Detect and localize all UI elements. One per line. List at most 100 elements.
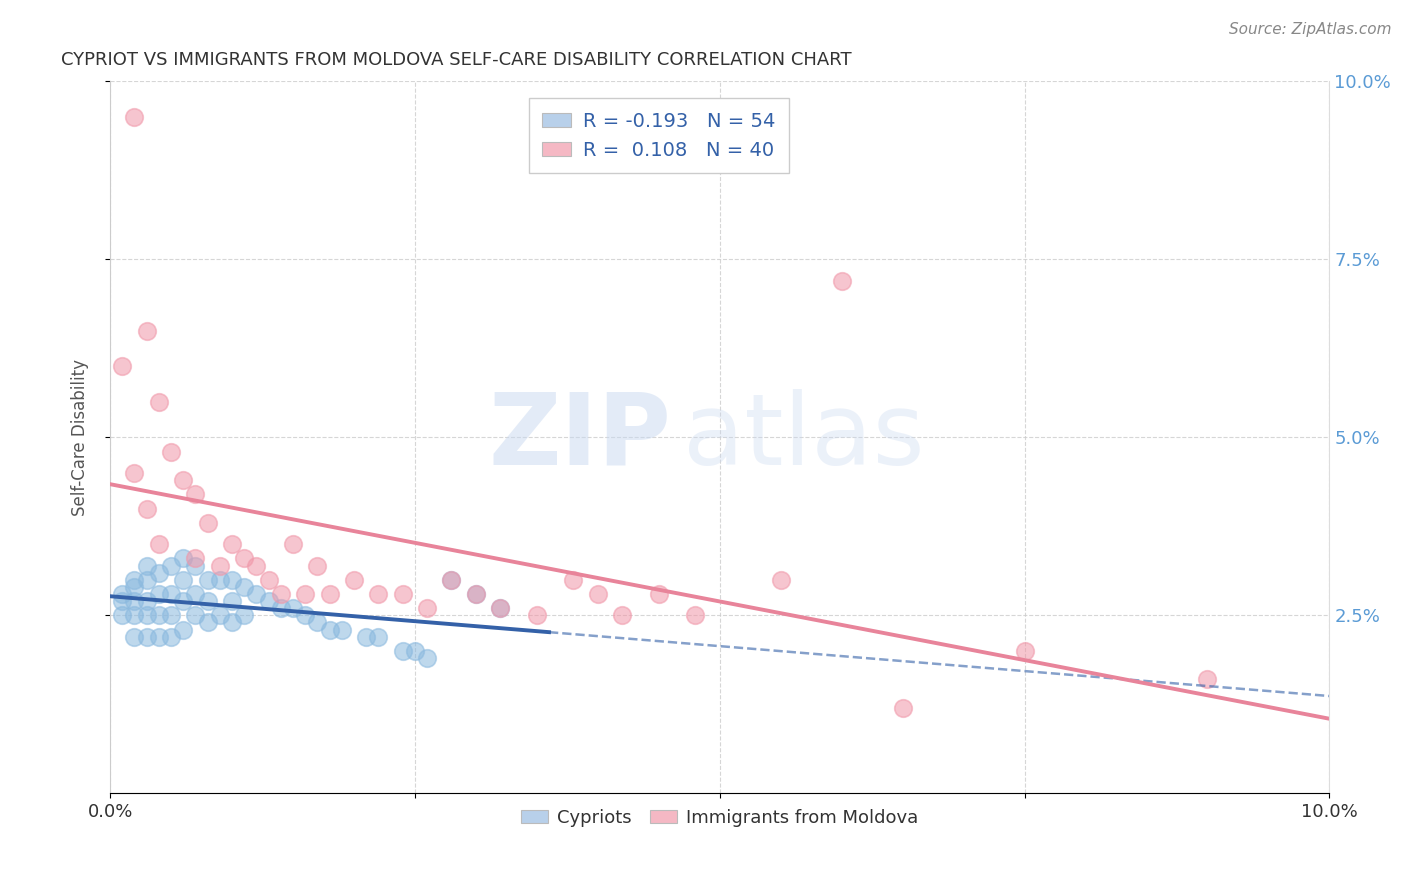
Point <box>111 587 134 601</box>
Point <box>330 623 353 637</box>
Point <box>685 608 707 623</box>
Point <box>172 623 194 637</box>
Point <box>281 537 304 551</box>
Point <box>294 608 316 623</box>
Point <box>148 566 170 580</box>
Point <box>184 558 207 573</box>
Point <box>562 573 585 587</box>
Point <box>184 608 207 623</box>
Point <box>197 615 219 630</box>
Point <box>367 630 389 644</box>
Point <box>135 501 157 516</box>
Point <box>318 587 340 601</box>
Point <box>208 573 231 587</box>
Legend: Cypriots, Immigrants from Moldova: Cypriots, Immigrants from Moldova <box>515 802 925 834</box>
Point <box>135 324 157 338</box>
Point <box>440 573 463 587</box>
Point <box>307 615 329 630</box>
Point <box>440 573 463 587</box>
Point <box>233 580 256 594</box>
Point <box>124 594 146 608</box>
Point <box>526 608 548 623</box>
Point <box>233 608 256 623</box>
Point <box>586 587 609 601</box>
Point <box>172 473 194 487</box>
Point <box>416 651 439 665</box>
Point <box>148 537 170 551</box>
Point <box>294 587 316 601</box>
Point <box>307 558 329 573</box>
Point <box>124 608 146 623</box>
Point <box>197 594 219 608</box>
Point <box>111 608 134 623</box>
Text: CYPRIOT VS IMMIGRANTS FROM MOLDOVA SELF-CARE DISABILITY CORRELATION CHART: CYPRIOT VS IMMIGRANTS FROM MOLDOVA SELF-… <box>62 51 852 69</box>
Y-axis label: Self-Care Disability: Self-Care Disability <box>72 359 89 516</box>
Point <box>354 630 377 644</box>
Point <box>270 587 292 601</box>
Text: ZIP: ZIP <box>488 389 671 486</box>
Point <box>160 444 183 458</box>
Point <box>233 551 256 566</box>
Point <box>184 551 207 566</box>
Point <box>221 573 243 587</box>
Text: atlas: atlas <box>683 389 925 486</box>
Point <box>124 466 146 480</box>
Point <box>184 587 207 601</box>
Point <box>648 587 671 601</box>
Point <box>160 608 183 623</box>
Point <box>148 608 170 623</box>
Point <box>208 558 231 573</box>
Point <box>221 594 243 608</box>
Point <box>257 594 280 608</box>
Point <box>148 630 170 644</box>
Point <box>281 601 304 615</box>
Point <box>197 573 219 587</box>
Point <box>612 608 634 623</box>
Point <box>245 558 267 573</box>
Point <box>891 701 914 715</box>
Point <box>343 573 366 587</box>
Point <box>367 587 389 601</box>
Point <box>124 573 146 587</box>
Point <box>160 558 183 573</box>
Point <box>124 580 146 594</box>
Point <box>172 573 194 587</box>
Point <box>172 551 194 566</box>
Point <box>124 630 146 644</box>
Point <box>135 594 157 608</box>
Point <box>831 274 853 288</box>
Point <box>172 594 194 608</box>
Point <box>769 573 792 587</box>
Point <box>148 587 170 601</box>
Point <box>270 601 292 615</box>
Text: Source: ZipAtlas.com: Source: ZipAtlas.com <box>1229 22 1392 37</box>
Point <box>208 608 231 623</box>
Point <box>1197 673 1219 687</box>
Point <box>1014 644 1036 658</box>
Point <box>197 516 219 530</box>
Point <box>124 110 146 124</box>
Point <box>391 644 413 658</box>
Point <box>135 558 157 573</box>
Point <box>489 601 512 615</box>
Point <box>257 573 280 587</box>
Point <box>135 608 157 623</box>
Point <box>245 587 267 601</box>
Point <box>135 573 157 587</box>
Point <box>160 630 183 644</box>
Point <box>148 394 170 409</box>
Point <box>464 587 486 601</box>
Point <box>416 601 439 615</box>
Point <box>221 537 243 551</box>
Point <box>489 601 512 615</box>
Point <box>221 615 243 630</box>
Point <box>404 644 426 658</box>
Point <box>391 587 413 601</box>
Point <box>111 359 134 373</box>
Point <box>184 487 207 501</box>
Point <box>111 594 134 608</box>
Point <box>160 587 183 601</box>
Point <box>135 630 157 644</box>
Point <box>318 623 340 637</box>
Point <box>464 587 486 601</box>
